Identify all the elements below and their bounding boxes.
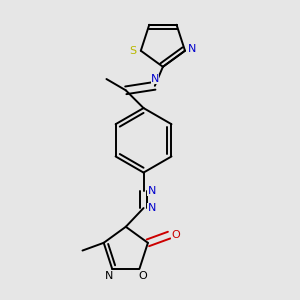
Text: O: O bbox=[171, 230, 180, 240]
Text: N: N bbox=[151, 74, 159, 84]
Text: N: N bbox=[147, 203, 156, 213]
Text: O: O bbox=[138, 271, 147, 281]
Text: N: N bbox=[105, 271, 113, 281]
Text: S: S bbox=[130, 46, 136, 56]
Text: N: N bbox=[188, 44, 196, 54]
Text: N: N bbox=[147, 186, 156, 196]
